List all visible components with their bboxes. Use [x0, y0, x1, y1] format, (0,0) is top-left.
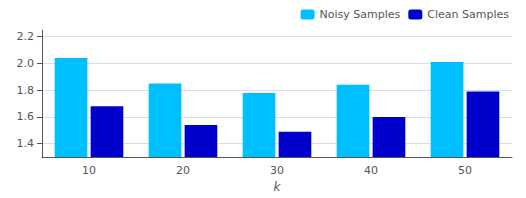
- svg-text:2.2: 2.2: [17, 30, 35, 43]
- svg-text:1.6: 1.6: [17, 110, 35, 123]
- svg-text:30: 30: [270, 164, 284, 177]
- svg-text:20: 20: [176, 164, 190, 177]
- svg-text:10: 10: [82, 164, 96, 177]
- svg-text:k: k: [274, 180, 282, 194]
- svg-text:Noisy Samples: Noisy Samples: [320, 8, 401, 21]
- svg-text:40: 40: [364, 164, 378, 177]
- svg-text:1.8: 1.8: [17, 84, 35, 97]
- svg-text:Clean Samples: Clean Samples: [427, 8, 509, 21]
- svg-text:2.0: 2.0: [17, 57, 35, 70]
- svg-text:50: 50: [458, 164, 472, 177]
- svg-text:1.4: 1.4: [17, 137, 35, 150]
